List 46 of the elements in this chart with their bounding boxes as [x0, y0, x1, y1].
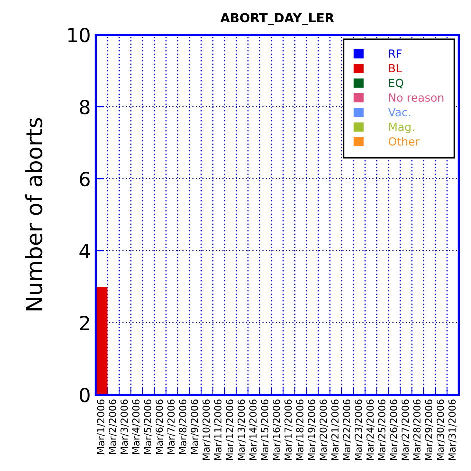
legend-label: Other [388, 137, 420, 146]
x-tick-label: Mar/16/2006 [272, 400, 282, 460]
x-tick-label: Mar/3/2006 [120, 400, 129, 454]
legend-label: Vac. [388, 108, 410, 117]
x-tick-label: Mar/15/2006 [261, 400, 270, 460]
x-tick-label: Mar/6/2006 [156, 400, 164, 454]
legend-label: No reason [389, 94, 444, 102]
x-tick-label: Mar/23/2006 [354, 400, 364, 460]
x-tick-label: Mar/30/2006 [436, 400, 446, 460]
x-tick-label: Mar/14/2006 [250, 400, 258, 460]
x-tick-label: Mar/5/2006 [144, 400, 152, 454]
x-tick-label: Mar/22/2006 [343, 400, 352, 460]
x-tick-label: Mar/27/2006 [402, 400, 410, 460]
x-tick-label: Mar/2/2006 [109, 400, 118, 454]
x-tick-label: Mar/21/2006 [332, 400, 340, 460]
x-tick-label: Mar/26/2006 [390, 400, 398, 460]
x-tick-label: Mar/1/2006 [97, 400, 106, 454]
x-tick-label: Mar/18/2006 [296, 400, 305, 460]
legend-label: RF [389, 50, 402, 58]
x-tick-label: Mar/4/2006 [132, 400, 141, 454]
x-tick-label: Mar/8/2006 [179, 400, 188, 454]
x-tick-label: Mar/7/2006 [168, 400, 176, 454]
x-tick-label: Mar/19/2006 [308, 400, 316, 460]
x-tick-label: Mar/9/2006 [191, 400, 200, 454]
x-tick-label: Mar/10/2006 [202, 400, 211, 460]
x-tick-label: Mar/13/2006 [238, 400, 246, 460]
y-tick-label: 0 [80, 388, 90, 403]
x-tick-label: Mar/20/2006 [320, 400, 328, 460]
x-tick-label: Mar/24/2006 [366, 400, 375, 460]
y-tick-label: 8 [80, 100, 90, 115]
y-tick-label: 10 [68, 28, 90, 43]
y-axis-title: Number of aborts [25, 118, 43, 311]
x-tick-label: Mar/11/2006 [214, 400, 223, 460]
x-tick-label: Mar/31/2006 [448, 400, 457, 460]
chart-title: ABORT_DAY_LER [220, 13, 334, 26]
x-tick-label: Mar/12/2006 [226, 400, 234, 460]
legend-label: Mag. [389, 123, 414, 134]
legend-label: BL [389, 64, 402, 73]
x-tick-label: Mar/17/2006 [284, 400, 293, 460]
legend-label: EQ [389, 78, 404, 89]
y-tick-label: 2 [80, 316, 90, 330]
x-tick-label: Mar/28/2006 [413, 400, 422, 460]
y-tick-label: 6 [80, 172, 90, 187]
x-tick-label: Mar/25/2006 [378, 400, 386, 460]
y-tick-label: 4 [80, 244, 90, 258]
x-tick-label: Mar/29/2006 [425, 400, 434, 460]
